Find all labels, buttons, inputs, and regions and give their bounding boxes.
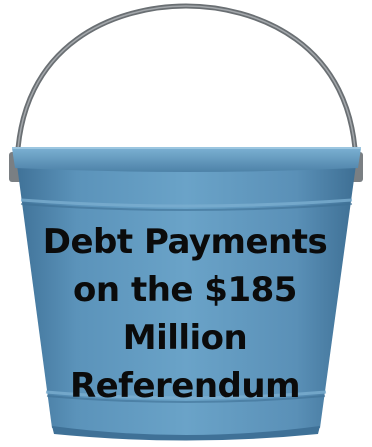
bucket-ridge-lower <box>45 390 327 400</box>
bucket-handle <box>14 3 359 171</box>
caption-line-4: Referendum <box>69 366 301 406</box>
caption-line-1: Debt Payments <box>42 222 328 262</box>
bucket-bottom <box>52 426 320 441</box>
bucket-caption: Debt Payments on the $185 Million Refere… <box>40 218 330 410</box>
bucket-body <box>15 150 358 437</box>
caption-line-2: on the $185 <box>73 270 297 310</box>
caption-line-3: Million <box>122 318 248 358</box>
bucket-ridge-upper <box>20 198 353 208</box>
bucket-rim <box>12 148 361 172</box>
